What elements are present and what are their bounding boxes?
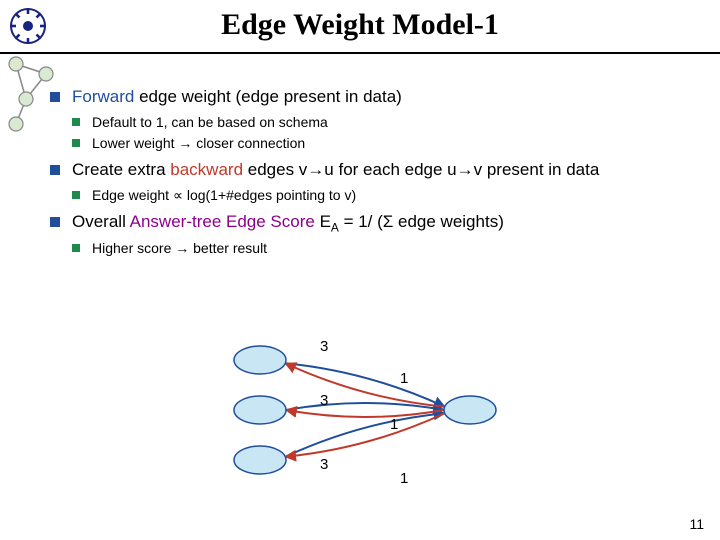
edge-weight-label: 1 bbox=[390, 416, 398, 433]
edge bbox=[285, 363, 444, 407]
edge-weight-label: 1 bbox=[400, 470, 408, 487]
bullet-text: Create extra backward edges v→u for each… bbox=[72, 160, 599, 179]
page-number: 11 bbox=[689, 516, 704, 532]
bullet-item: Forward edge weight (edge present in dat… bbox=[50, 86, 700, 153]
sub-bullet-item: Edge weight ∝ log(1+#edges pointing to v… bbox=[72, 186, 700, 205]
bullet-item: Create extra backward edges v→u for each… bbox=[50, 159, 700, 205]
edge bbox=[285, 363, 444, 407]
edge bbox=[285, 413, 444, 457]
edge-weight-label: 1 bbox=[400, 370, 408, 387]
bullet-text: Overall Answer-tree Edge Score EA = 1/ (… bbox=[72, 212, 504, 231]
bullet-item: Overall Answer-tree Edge Score EA = 1/ (… bbox=[50, 211, 700, 258]
graph-node bbox=[234, 396, 286, 424]
sub-bullet-item: Default to 1, can be based on schema bbox=[72, 113, 700, 132]
content-region: Forward edge weight (edge present in dat… bbox=[50, 86, 700, 264]
title-underline bbox=[0, 52, 720, 54]
edge bbox=[285, 413, 444, 457]
graph-node bbox=[234, 346, 286, 374]
edge-weight-label: 3 bbox=[320, 456, 328, 473]
slide-title-region: Edge Weight Model-1 bbox=[0, 8, 720, 42]
edge-weight-label: 3 bbox=[320, 338, 328, 355]
sub-bullet-item: Higher score → better result bbox=[72, 239, 700, 258]
edge-weight-label: 3 bbox=[320, 392, 328, 409]
bullet-text: Forward edge weight (edge present in dat… bbox=[72, 87, 402, 106]
graph-node bbox=[444, 396, 496, 424]
graph-node bbox=[234, 446, 286, 474]
sub-bullet-item: Lower weight → closer connection bbox=[72, 134, 700, 153]
slide-title: Edge Weight Model-1 bbox=[0, 8, 720, 42]
edge-weight-diagram: 3 3 3 1 1 1 bbox=[210, 330, 530, 510]
